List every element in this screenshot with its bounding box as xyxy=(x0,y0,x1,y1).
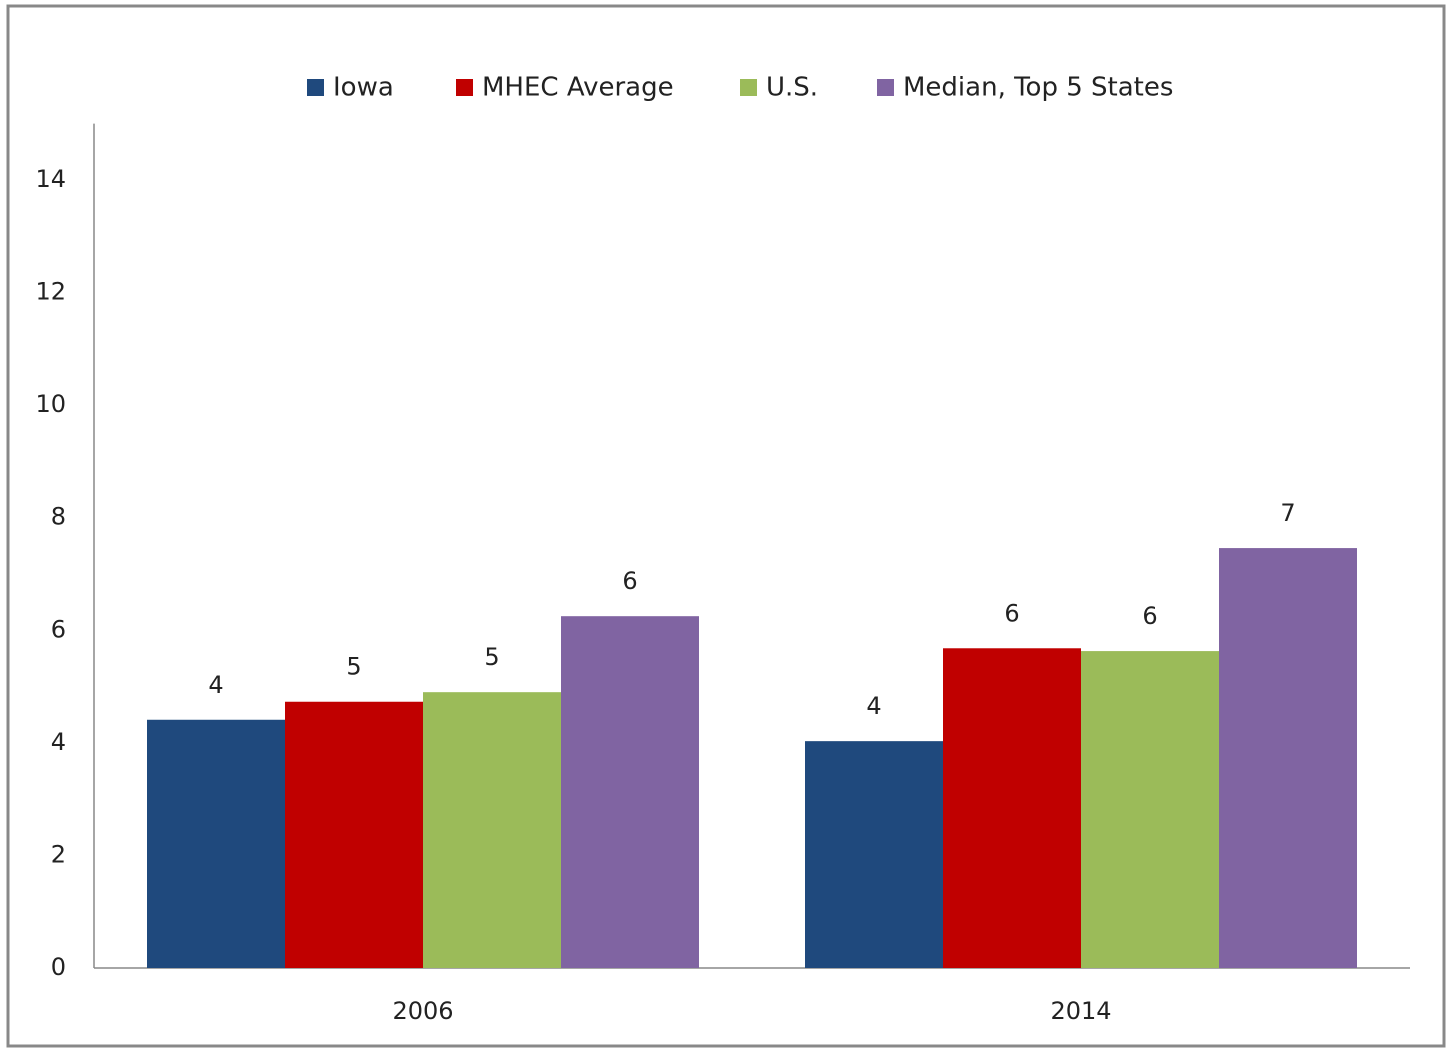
data-label: 6 xyxy=(622,567,637,595)
legend-swatch xyxy=(877,79,894,96)
y-tick-label: 6 xyxy=(51,615,66,643)
y-tick-label: 4 xyxy=(51,728,66,756)
bar xyxy=(147,719,285,968)
y-tick-label: 10 xyxy=(35,390,66,418)
data-label: 5 xyxy=(346,653,361,681)
data-label: 4 xyxy=(208,671,223,699)
data-label: 6 xyxy=(1004,599,1019,627)
legend-swatch xyxy=(307,79,324,96)
bar xyxy=(805,741,943,968)
bar xyxy=(1219,548,1357,968)
legend-label: U.S. xyxy=(766,73,818,103)
data-label: 4 xyxy=(866,692,881,720)
bar xyxy=(561,616,699,968)
legend-label: Iowa xyxy=(333,73,394,103)
bar xyxy=(423,692,561,968)
y-tick-label: 12 xyxy=(35,278,66,306)
x-tick-label: 2014 xyxy=(1050,997,1111,1025)
y-tick-label: 8 xyxy=(51,503,66,531)
x-tick-label: 2006 xyxy=(392,997,453,1025)
bar xyxy=(943,648,1081,968)
legend-label: Median, Top 5 States xyxy=(903,73,1173,103)
y-tick-label: 14 xyxy=(35,165,66,193)
data-label: 7 xyxy=(1280,499,1295,527)
data-label: 6 xyxy=(1142,602,1157,630)
legend-swatch xyxy=(456,79,473,96)
bar xyxy=(285,701,423,968)
data-label: 5 xyxy=(484,643,499,671)
legend-label: MHEC Average xyxy=(482,73,674,103)
y-tick-label: 0 xyxy=(51,953,66,981)
y-tick-label: 2 xyxy=(51,840,66,868)
legend-swatch xyxy=(740,79,757,96)
bar xyxy=(1081,651,1219,968)
